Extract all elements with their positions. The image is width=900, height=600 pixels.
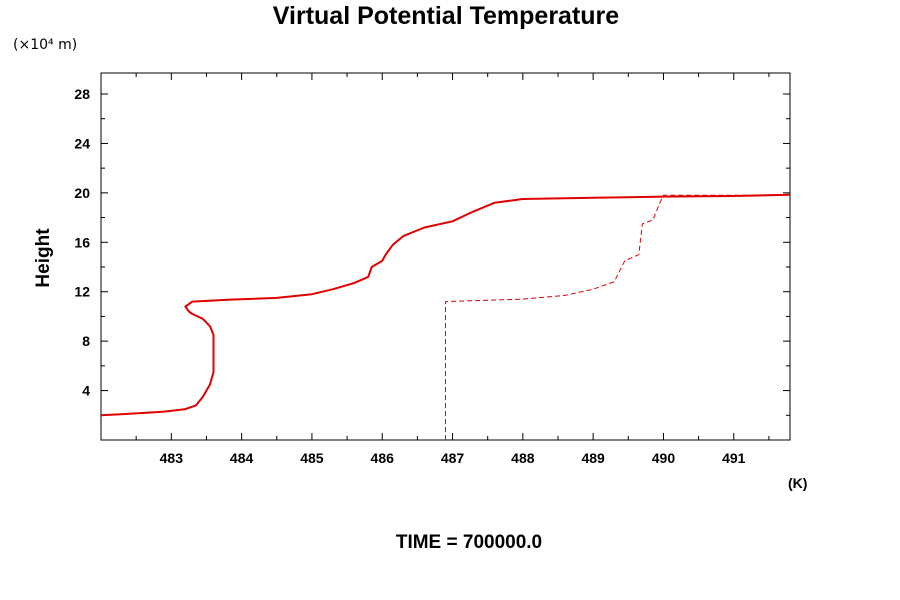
plot-frame <box>100 72 791 441</box>
x-axis-units: (K) <box>788 475 807 491</box>
x-tick-label: 486 <box>371 450 395 466</box>
y-tick-label: 24 <box>74 135 90 151</box>
x-tick-label: 484 <box>230 450 254 466</box>
x-tick-label: 483 <box>160 450 184 466</box>
x-tick-label: 490 <box>652 450 676 466</box>
solid-profile-line <box>100 193 791 417</box>
dashed-profile-line <box>445 194 791 440</box>
y-tick-label: 4 <box>82 383 90 399</box>
series-group <box>100 193 791 440</box>
x-tick-label: 488 <box>511 450 535 466</box>
y-tick-label: 12 <box>74 284 90 300</box>
x-tick-label: 487 <box>441 450 465 466</box>
x-tick-label: 489 <box>581 450 605 466</box>
y-axis-units: (×10⁴ m) <box>13 37 77 53</box>
y-axis-label: Height <box>33 228 54 288</box>
y-tick-label: 28 <box>74 86 90 102</box>
x-tick-label: 491 <box>722 450 746 466</box>
x-tick-label: 485 <box>300 450 324 466</box>
axis-ticks: 483 484 485 486 487 488 489 490 491 4 8 12 16 20 24 28 <box>74 73 790 466</box>
time-label: TIME = 700000.0 <box>396 532 542 553</box>
y-tick-label: 8 <box>82 333 90 349</box>
chart-title: Virtual Potential Temperature <box>273 2 619 30</box>
y-tick-label: 20 <box>74 185 90 201</box>
y-tick-label: 16 <box>74 234 90 250</box>
